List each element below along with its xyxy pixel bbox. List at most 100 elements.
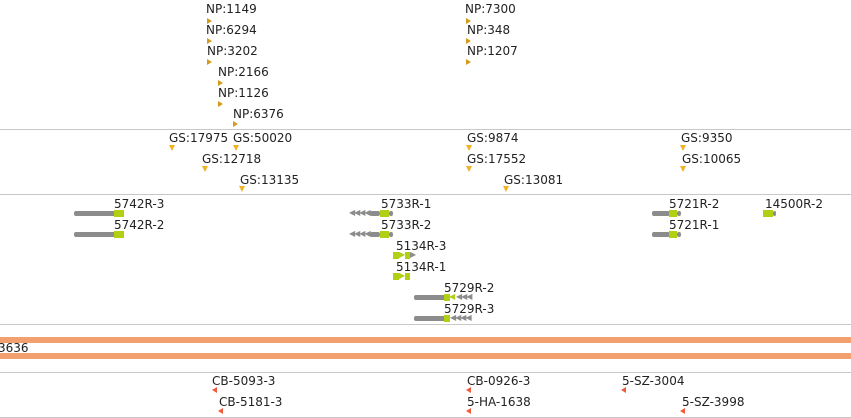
- strand-arrows-icon: ◀◀◀◀: [450, 313, 472, 322]
- gs-feature-label[interactable]: GS:17975: [169, 131, 229, 145]
- gene-intron-bar: [389, 232, 393, 237]
- cb-feature-label[interactable]: 5-SZ-3998: [682, 395, 745, 409]
- cb-feature-marker[interactable]: [680, 408, 685, 414]
- gene-exon: [763, 210, 773, 217]
- np-feature-marker[interactable]: [466, 38, 471, 44]
- contig-label[interactable]: 3636: [0, 341, 29, 355]
- np-feature-marker[interactable]: [218, 101, 223, 107]
- gene-label[interactable]: 14500R-2: [765, 197, 823, 211]
- gs-feature-marker[interactable]: [233, 145, 239, 151]
- gs-feature-label[interactable]: GS:12718: [202, 152, 262, 166]
- np-feature-marker[interactable]: [218, 80, 223, 86]
- track-divider: [0, 129, 851, 130]
- gs-feature-marker[interactable]: [680, 166, 686, 172]
- gene-intron-bar: [414, 295, 446, 300]
- np-feature-label[interactable]: NP:7300: [465, 2, 516, 16]
- cb-feature-marker[interactable]: [466, 408, 471, 414]
- gene-label[interactable]: 5733R-2: [381, 218, 432, 232]
- np-feature-marker[interactable]: [466, 59, 471, 65]
- gene-exon: [393, 273, 399, 280]
- gs-feature-label[interactable]: GS:13135: [240, 173, 300, 187]
- track-divider: [0, 324, 851, 325]
- gene-exon: [444, 315, 450, 322]
- cb-feature-label[interactable]: 5-SZ-3004: [622, 374, 685, 388]
- gs-feature-marker[interactable]: [239, 186, 245, 192]
- gs-feature-label[interactable]: GS:10065: [682, 152, 742, 166]
- gene-exon: [405, 252, 410, 259]
- strand-arrows-icon: ◀◀◀◀: [349, 229, 371, 238]
- gene-label[interactable]: 5721R-1: [669, 218, 720, 232]
- strand-arrows-icon: ▶: [399, 271, 405, 280]
- gs-feature-label[interactable]: GS:9874: [467, 131, 519, 145]
- strand-arrows-icon: ◀◀◀◀: [349, 208, 371, 217]
- np-feature-label[interactable]: NP:1126: [218, 86, 269, 100]
- gene-exon: [444, 294, 450, 301]
- cb-feature-label[interactable]: CB-5181-3: [219, 395, 283, 409]
- gene-intron-bar: [389, 211, 393, 216]
- gene-label[interactable]: 5733R-1: [381, 197, 432, 211]
- gene-intron-bar: [773, 211, 776, 216]
- cb-feature-marker[interactable]: [621, 387, 626, 393]
- gene-intron-bar: [370, 232, 380, 237]
- gs-feature-marker[interactable]: [680, 145, 686, 151]
- np-feature-label[interactable]: NP:3202: [207, 44, 258, 58]
- gene-exon: [114, 231, 124, 238]
- gs-feature-label[interactable]: GS:17552: [467, 152, 527, 166]
- strand-arrows-icon: ▶: [410, 250, 416, 259]
- gene-intron-bar: [370, 211, 380, 216]
- gene-exon: [669, 210, 677, 217]
- gs-feature-label[interactable]: GS:13081: [504, 173, 564, 187]
- track-divider: [0, 372, 851, 373]
- gene-intron-bar: [652, 211, 670, 216]
- track-divider: [0, 194, 851, 195]
- np-feature-label[interactable]: NP:6376: [233, 107, 284, 121]
- np-feature-label[interactable]: NP:1149: [206, 2, 257, 16]
- np-feature-marker[interactable]: [207, 38, 212, 44]
- strand-arrows-icon: ▶: [399, 250, 405, 259]
- np-feature-marker[interactable]: [233, 121, 238, 127]
- gene-exon: [114, 210, 124, 217]
- gene-label[interactable]: 5721R-2: [669, 197, 720, 211]
- gs-feature-label[interactable]: GS:9350: [681, 131, 733, 145]
- cb-feature-label[interactable]: 5-HA-1638: [467, 395, 531, 409]
- cb-feature-label[interactable]: CB-5093-3: [212, 374, 276, 388]
- strand-arrows-icon: ◀◀◀: [456, 292, 473, 301]
- cb-feature-label[interactable]: CB-0926-3: [467, 374, 531, 388]
- gene-exon: [380, 210, 389, 217]
- gs-feature-marker[interactable]: [202, 166, 208, 172]
- gene-label[interactable]: 5729R-3: [444, 302, 495, 316]
- cb-feature-marker[interactable]: [466, 387, 471, 393]
- contig-bar[interactable]: [0, 337, 851, 343]
- gene-intron-bar: [677, 211, 681, 216]
- gene-label[interactable]: 5134R-3: [396, 239, 447, 253]
- np-feature-marker[interactable]: [207, 59, 212, 65]
- gs-feature-marker[interactable]: [466, 166, 472, 172]
- gene-label[interactable]: 5742R-2: [114, 218, 165, 232]
- cb-feature-marker[interactable]: [212, 387, 217, 393]
- gs-feature-marker[interactable]: [503, 186, 509, 192]
- np-feature-label[interactable]: NP:2166: [218, 65, 269, 79]
- gs-feature-marker[interactable]: [466, 145, 472, 151]
- cb-feature-marker[interactable]: [218, 408, 223, 414]
- gene-exon: [393, 252, 399, 259]
- gene-label[interactable]: 5134R-1: [396, 260, 447, 274]
- gene-intron-bar: [677, 232, 681, 237]
- strand-arrows-icon: ◀: [449, 292, 455, 301]
- np-feature-label[interactable]: NP:6294: [206, 23, 257, 37]
- np-feature-marker[interactable]: [466, 18, 471, 24]
- gene-intron-bar: [74, 211, 116, 216]
- gene-label[interactable]: 5729R-2: [444, 281, 495, 295]
- np-feature-marker[interactable]: [207, 18, 212, 24]
- gs-feature-marker[interactable]: [169, 145, 175, 151]
- gs-feature-label[interactable]: GS:50020: [233, 131, 293, 145]
- gene-exon: [405, 273, 410, 280]
- np-feature-label[interactable]: NP:1207: [467, 44, 518, 58]
- gene-label[interactable]: 5742R-3: [114, 197, 165, 211]
- gene-intron-bar: [74, 232, 116, 237]
- gene-exon: [380, 231, 389, 238]
- gene-intron-bar: [652, 232, 670, 237]
- gene-intron-bar: [414, 316, 446, 321]
- np-feature-label[interactable]: NP:348: [467, 23, 511, 37]
- contig-bar[interactable]: [0, 353, 851, 359]
